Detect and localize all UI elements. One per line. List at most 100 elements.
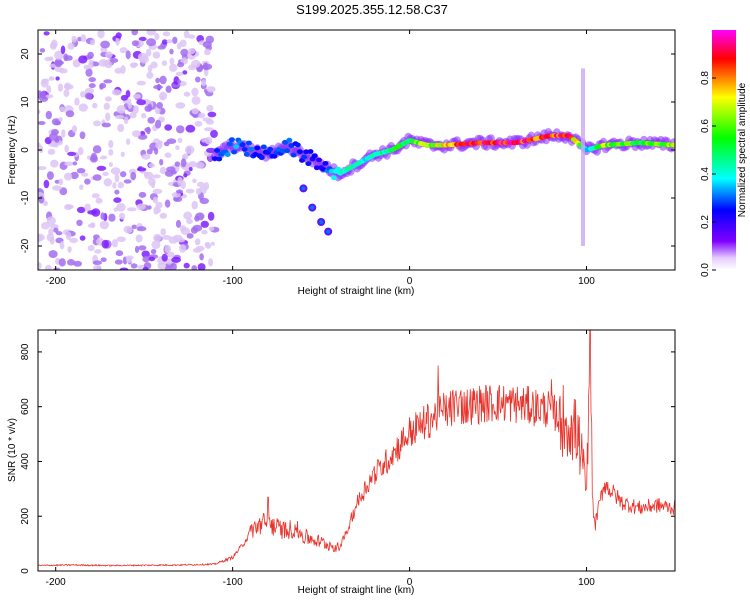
noise-blob	[76, 168, 86, 174]
noise-blob	[115, 36, 120, 46]
noise-blob	[180, 48, 189, 57]
noise-blob	[67, 42, 75, 50]
noise-blob	[156, 102, 163, 109]
noise-blob	[116, 236, 126, 243]
spectrogram-ylabel: Frequency (Hz)	[7, 116, 18, 185]
noise-blob	[153, 233, 162, 242]
noise-blob	[176, 189, 183, 194]
ridge-point	[303, 149, 310, 155]
noise-blob	[67, 151, 77, 156]
noise-blob	[41, 222, 50, 230]
noise-blob	[183, 262, 190, 269]
noise-blob	[115, 32, 122, 39]
noise-blob	[69, 237, 79, 244]
noise-blob	[38, 145, 44, 154]
x-tick-label: 0	[407, 577, 413, 588]
noise-blob	[192, 224, 203, 232]
noise-blob	[123, 116, 129, 125]
branch-core	[310, 205, 315, 210]
noise-blob	[43, 179, 50, 189]
ridge-point	[301, 154, 308, 160]
noise-blob	[83, 64, 91, 70]
noise-blob	[135, 234, 143, 243]
noise-blob	[79, 131, 86, 140]
noise-blob	[100, 257, 107, 263]
noise-blob	[119, 212, 126, 220]
noise-blob	[38, 166, 47, 171]
noise-blob	[151, 240, 161, 250]
noise-blob	[50, 159, 59, 168]
noise-blob	[143, 171, 149, 177]
colorbar-tick-label: 0.0	[700, 263, 711, 277]
colorbar: 0.0 0.2 0.4 0.6 0.8 Normalized spectral ampl…	[700, 30, 748, 277]
noise-blob	[59, 241, 65, 250]
x-tick-label: 100	[578, 577, 595, 588]
noise-blob	[176, 125, 185, 134]
noise-blob	[88, 83, 96, 89]
noise-blob	[202, 62, 209, 71]
noise-blob	[72, 161, 78, 166]
noise-blob	[130, 263, 138, 269]
noise-blob	[164, 124, 173, 131]
noise-blob	[97, 30, 105, 39]
noise-blob	[165, 85, 172, 93]
noise-blob	[51, 39, 58, 49]
ridge-point	[239, 142, 246, 148]
ridge-point	[214, 148, 221, 153]
ridge-point	[307, 149, 314, 154]
noise-blob	[191, 200, 198, 210]
noise-blob	[100, 212, 105, 220]
noise-blob	[129, 111, 137, 119]
noise-blob	[136, 167, 147, 172]
noise-blob	[147, 205, 152, 210]
noise-blob	[194, 238, 201, 246]
noise-blob	[58, 117, 63, 122]
noise-blob	[100, 155, 108, 160]
noise-blob	[46, 171, 54, 180]
ridge-point	[258, 155, 265, 160]
noise-blob	[95, 197, 103, 204]
noise-blob	[58, 178, 64, 186]
noise-blob	[131, 40, 139, 47]
noise-blob	[64, 144, 69, 153]
noise-blob	[147, 116, 155, 124]
noise-blob	[182, 70, 188, 75]
noise-blob	[139, 55, 149, 64]
noise-blob	[207, 111, 217, 118]
noise-blob	[73, 260, 82, 267]
noise-blob	[92, 102, 98, 109]
noise-blob	[112, 182, 117, 189]
ridge-point	[248, 146, 254, 152]
noise-blob	[46, 85, 52, 94]
noise-blob	[142, 255, 150, 263]
noise-blob	[88, 77, 96, 83]
noise-blob	[159, 91, 168, 101]
noise-blob	[60, 45, 66, 55]
noise-blob	[103, 178, 113, 187]
noise-blob	[54, 60, 64, 66]
ridge-point	[313, 165, 320, 171]
noise-blob	[79, 184, 84, 190]
noise-blob	[101, 122, 112, 128]
noise-blob	[84, 87, 94, 95]
noise-blob	[141, 113, 147, 119]
noise-blob	[54, 67, 64, 73]
colorbar-tick-label: 0.4	[700, 167, 711, 181]
noise-blob	[136, 80, 146, 86]
noise-blob	[108, 140, 114, 149]
y-tick-label: 10	[20, 96, 31, 108]
noise-blob	[177, 137, 183, 143]
noise-blob	[77, 147, 84, 156]
ridge-point	[282, 140, 288, 145]
noise-blob	[44, 264, 52, 270]
noise-blob	[103, 102, 111, 110]
noise-blob	[130, 171, 137, 181]
noise-blob	[114, 67, 123, 74]
x-tick-label: -100	[223, 577, 243, 588]
noise-blob	[38, 262, 42, 270]
snr-line	[38, 330, 675, 567]
ridge-point	[260, 144, 267, 150]
noise-blob	[74, 97, 80, 106]
noise-blob	[183, 211, 193, 220]
noise-blob	[105, 51, 113, 59]
